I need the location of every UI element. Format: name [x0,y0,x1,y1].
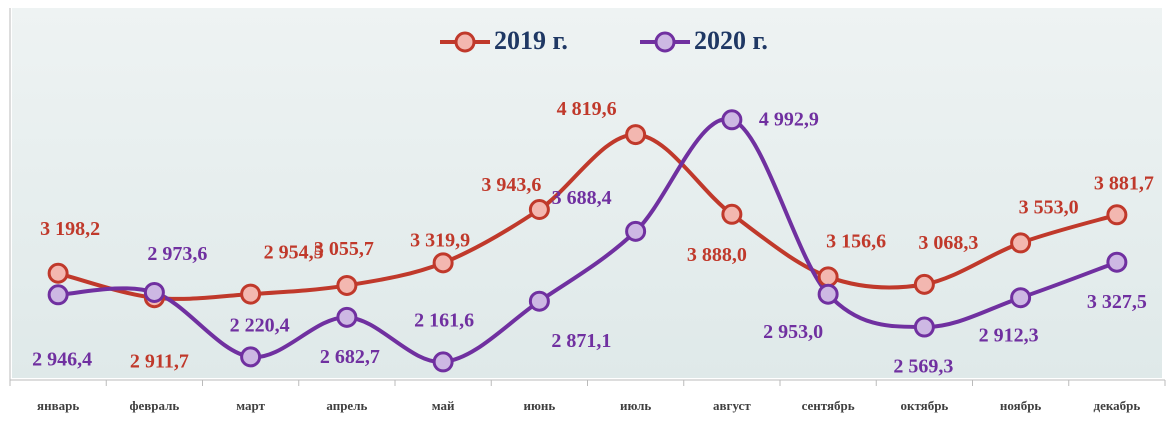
point-marker [721,203,743,225]
x-tick-label: октябрь [900,398,948,413]
point-marker [721,109,743,131]
data-label: 2 682,7 [320,346,380,368]
point-marker [1010,232,1032,254]
x-tick-label: август [713,398,751,413]
point-marker [913,273,935,295]
point-marker [336,274,358,296]
legend-label: 2019 г. [494,26,568,55]
x-tick-label: май [432,398,455,413]
x-tick-label: декабрь [1094,398,1141,413]
data-label: 2 569,3 [893,356,953,378]
data-label: 4 819,6 [557,98,617,120]
legend-label: 2020 г. [694,26,768,55]
legend-marker [654,31,676,53]
point-marker [528,199,550,221]
point-marker [1106,204,1128,226]
point-marker [817,283,839,305]
data-label: 2 911,7 [130,350,189,372]
point-marker [913,316,935,338]
data-label: 2 220,4 [230,314,290,336]
data-label: 2 946,4 [32,348,92,370]
data-label: 2 973,6 [147,243,207,265]
data-label: 2 954,5 [264,242,324,264]
data-label: 3 943,6 [481,174,541,196]
data-label: 3 881,7 [1094,172,1154,194]
data-label: 3 553,0 [1019,197,1079,219]
point-marker [336,306,358,328]
data-label: 3 688,4 [552,187,612,209]
point-marker [47,262,69,284]
data-label: 3 198,2 [40,218,100,240]
point-marker [240,283,262,305]
data-label: 3 068,3 [918,232,978,254]
data-label: 3 327,5 [1087,291,1147,313]
point-marker [432,351,454,373]
point-marker [47,284,69,306]
point-marker [528,290,550,312]
data-label: 2 871,1 [551,330,611,352]
data-label: 3 156,6 [826,230,886,252]
point-marker [1010,287,1032,309]
point-marker [240,346,262,368]
point-marker [143,281,165,303]
data-label: 2 953,0 [763,321,823,343]
data-label: 3 888,0 [687,244,747,266]
data-label: 3 055,7 [314,238,374,260]
x-tick-label: ноябрь [1000,398,1042,413]
data-label: 2 912,3 [979,324,1039,346]
x-tick-label: январь [37,398,79,413]
point-marker [432,252,454,274]
point-marker [625,124,647,146]
x-tick-label: апрель [326,398,367,413]
point-marker [817,266,839,288]
x-tick-label: сентябрь [802,398,855,413]
legend-marker [454,31,476,53]
point-marker [1106,251,1128,273]
data-label: 2 161,6 [414,309,474,331]
x-tick-label: июль [620,398,651,413]
data-label: 3 319,9 [410,229,470,251]
point-marker [625,220,647,242]
x-tick-label: июнь [523,398,555,413]
x-tick-label: март [236,398,265,413]
x-tick-label: февраль [129,398,179,413]
data-label: 4 992,9 [759,108,819,130]
